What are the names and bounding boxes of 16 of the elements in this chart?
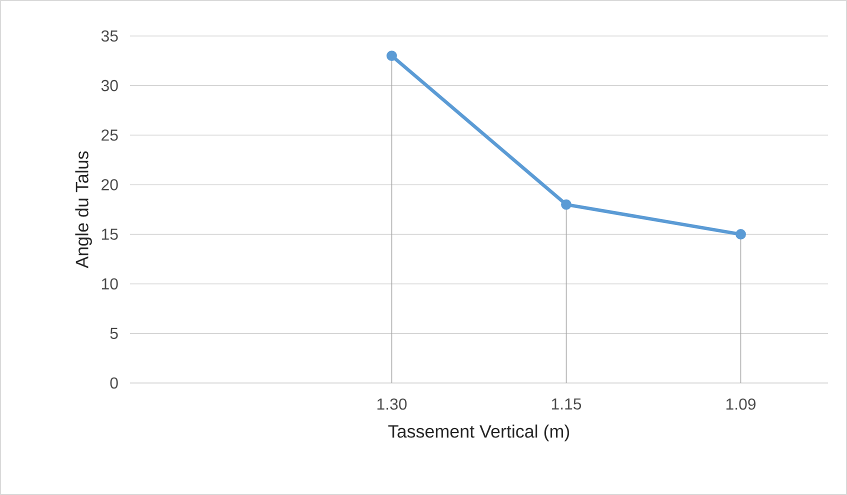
- y-tick-label: 35: [101, 30, 118, 42]
- y-axis-title: Angle du Talus: [75, 151, 92, 268]
- y-tick-label: 25: [102, 130, 118, 141]
- point: [736, 229, 746, 240]
- x-axis-title: Tassement Vertical (m): [388, 424, 570, 442]
- x-tick-label: 1.09: [726, 398, 756, 410]
- y-tick-label: 15: [102, 228, 118, 240]
- point: [386, 50, 397, 62]
- x-tick-label: 1.30: [377, 398, 407, 410]
- y-tick-label: 5: [110, 328, 118, 339]
- y-tick-label: 20: [102, 179, 118, 190]
- x-tick-label: 1.15: [552, 398, 582, 410]
- y-tick-label: 0: [110, 377, 118, 389]
- y-tick-label: 30: [101, 80, 118, 92]
- point: [561, 199, 572, 210]
- y-tick-label: 10: [102, 278, 118, 290]
